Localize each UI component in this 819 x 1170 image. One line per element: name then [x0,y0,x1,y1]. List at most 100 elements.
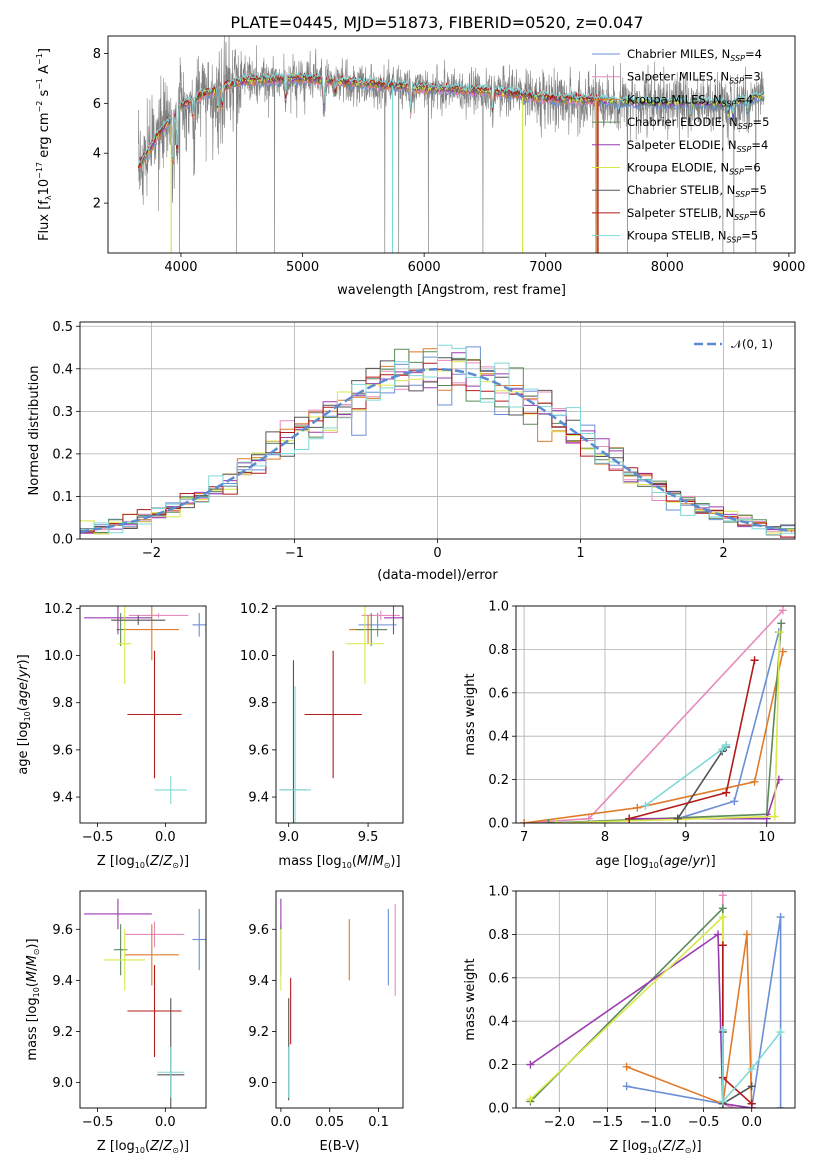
errorbar-salpeter-elodie [84,606,152,635]
y-tick-label: 2 [93,197,101,212]
errorbar-kroupa-elodie [345,606,384,684]
x-tick-label: 1 [576,546,584,561]
x-axis-label: age [log10(age/yr)] [595,854,715,870]
weight-marker [778,647,787,656]
errorbar-salpeter-stelib [127,650,182,779]
y-tick-label: 10.0 [240,649,269,664]
x-tick-label: −1.0 [640,1115,672,1130]
x-tick-label: 0.05 [315,1115,344,1130]
axes-mass_vs_Z: −0.5 0.0 9.0 9.2 9.4 9.6 Z [log10(Z/Z⊙)] mass [… [25,898,206,1155]
model-spectrum-kroupa-elodie [137,72,765,168]
y-tick-label: 9.8 [52,696,73,711]
y-tick-label: 8 [93,47,101,62]
weight-series-kroupa-stelib [641,740,731,810]
weight-marker [622,1082,631,1091]
y-axis-label: mass weight [463,673,478,755]
mass_vs_Z-frame [79,890,207,1109]
x-axis-label: Z [log10(Z/Z⊙)] [609,1139,701,1155]
x-tick-label: 6000 [408,260,441,275]
y-tick-label: 0.1 [52,490,73,505]
y-tick-label: 9.4 [248,974,269,989]
weight-line [626,916,782,1108]
weight-marker [718,913,727,922]
y-tick-label: 0.4 [488,1015,509,1030]
weight-line [626,934,753,1108]
x-tick-label: 9000 [772,260,805,275]
legend-entry: 𝒩(0, 1) [731,337,773,351]
x-tick-label: 9.0 [278,830,299,845]
weight-marker [742,930,751,939]
errorbar-chabrier-stelib [111,615,166,625]
y-tick-label: 9.2 [248,1025,269,1040]
y-axis-label: mass [log10(M/M⊙)] [25,938,41,1060]
x-tick-label: 5000 [286,260,319,275]
weight-series-kroupa-miles [520,647,787,823]
x-tick-label: 8000 [651,260,684,275]
weight-marker [544,819,553,823]
errorbar-salpeter-miles [124,921,185,948]
weight-marker [526,1095,535,1104]
x-tick-label: 7000 [529,260,562,275]
legend-entry: Chabrier STELIB, NSSP=5 [627,183,767,199]
x-tick-label: 0 [433,546,441,561]
weight-marker [777,619,786,628]
y-tick-label: 4 [93,147,101,162]
age_vs_Z-frame [79,605,207,824]
weight-marker [520,819,529,823]
weight-marker [776,913,785,922]
weight-marker [673,814,682,823]
y-tick-label: 9.2 [52,1025,73,1040]
weight-marker [730,797,739,806]
weight-marker [526,1060,535,1069]
y-tick-label: 0.2 [52,447,73,462]
x-tick-label: −0.5 [82,1115,114,1130]
x-tick-label: −0.5 [688,1115,720,1130]
y-tick-label: 9.6 [248,743,269,758]
weight-marker [747,1082,756,1091]
y-tick-label: 9.4 [248,791,269,806]
y-tick-label: 0.4 [488,730,509,745]
y-tick-label: 9.6 [52,743,73,758]
weight-marker [750,777,759,786]
x-tick-label: 2 [719,546,727,561]
weight_vs_age-frame [515,605,796,824]
weight-marker [778,606,787,615]
errorbar-kroupa-stelib [157,1046,185,1098]
y-tick-label: 9.4 [52,791,73,806]
weight-marker [776,1104,785,1108]
errorbar-kroupa-elodie [117,606,132,684]
weight-marker [633,803,642,812]
errorbar-salpeter-elodie [383,606,403,635]
x-tick-label: 0.1 [368,1115,389,1130]
x-tick-label: −0.5 [82,830,114,845]
x-tick-label: 0.0 [271,1115,292,1130]
weight-marker [776,1028,785,1037]
y-tick-label: 9.6 [52,923,73,938]
weight-marker [722,788,731,797]
y-tick-label: 0.0 [488,1102,509,1117]
errorbar-kroupa-elodie [104,929,146,991]
weight-marker [714,930,723,939]
weight-marker [718,904,727,913]
x-tick-label: 0.0 [155,1115,176,1130]
y-tick-label: 9.6 [248,923,269,938]
y-tick-label: 0.8 [488,643,509,658]
y-tick-label: 0.8 [488,928,509,943]
legend-entry: Kroupa STELIB, NSSP=5 [627,229,758,245]
y-tick-label: 9.0 [248,1076,269,1091]
legend-entry: Kroupa ELODIE, NSSP=6 [627,161,761,177]
residuals-frame [79,321,796,540]
weight-series-salpeter-stelib [625,656,759,823]
mass_vs_ebv-frame [275,890,404,1109]
weight-marker [552,819,561,823]
errorbar-kroupa-miles [124,924,179,986]
y-tick-label: 0.6 [488,686,509,701]
y-tick-label: 1.0 [488,600,509,615]
errorbar-chabrier-miles [192,613,206,637]
legend-entry: Salpeter STELIB, NSSP=6 [627,206,766,222]
y-tick-label: 10.2 [44,602,73,617]
weight-series-kroupa-stelib [718,1025,785,1106]
errorbar-salpeter-stelib [127,965,182,1057]
y-tick-label: 10.0 [44,649,73,664]
